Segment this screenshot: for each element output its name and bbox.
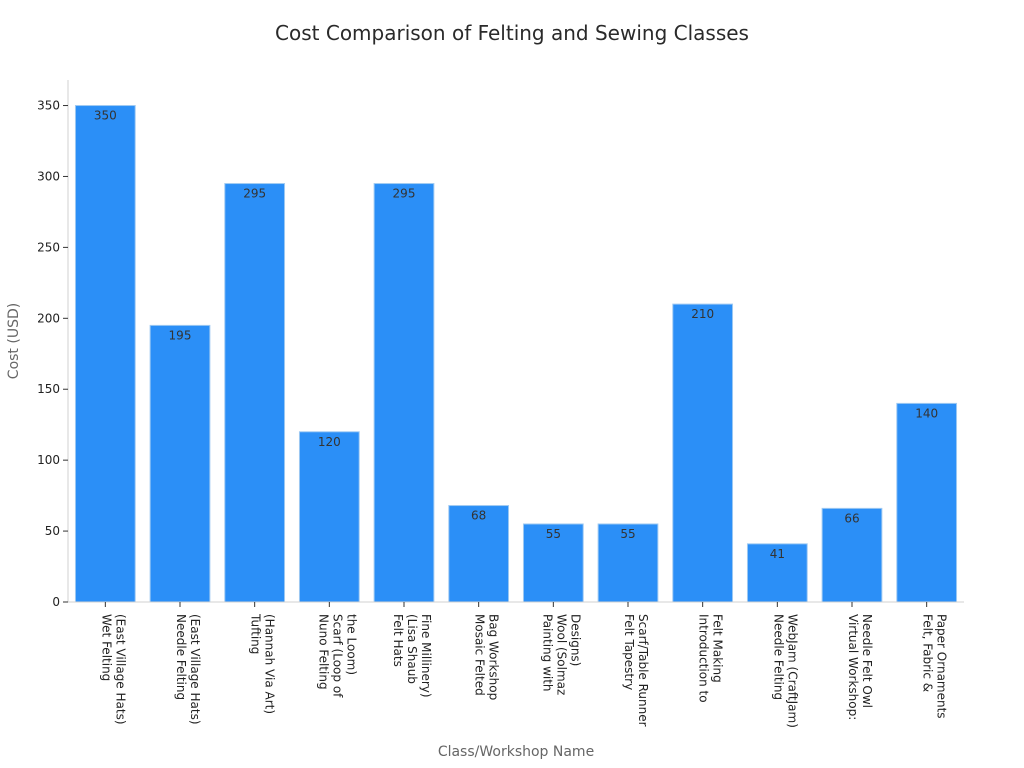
x-tick-label: Needle Felting(East Village Hats) <box>174 614 202 725</box>
category-label: Needle Felting(East Village Hats) <box>174 614 202 725</box>
x-tick-label: Nuno FeltingScarf (Loop ofthe Loom) <box>316 614 358 698</box>
category-label: Needle FeltingWebJam (CraftJam) <box>771 614 799 728</box>
bars-group <box>74 105 958 603</box>
bar-value-label: 55 <box>620 527 635 541</box>
category-label-line: Wool (Solmaz <box>554 614 568 695</box>
bar <box>373 183 435 603</box>
category-label-line: Introduction to <box>697 614 711 703</box>
category-label: Tufting(Hannah Via Art) <box>249 613 277 714</box>
category-label-line: Scarf/Table Runner <box>636 614 650 727</box>
category-label: Felt Hats(Lisa ShaubFine Millinery) <box>391 614 433 698</box>
category-label-line: Wet Felting <box>99 614 113 681</box>
x-axis-title: Class/Workshop Name <box>438 744 594 760</box>
x-tick-label: Tufting(Hannah Via Art) <box>249 613 277 714</box>
category-label-line: Felt Making <box>711 614 725 683</box>
x-tick-label: Introduction toFelt Making <box>697 614 725 703</box>
bar-value-label: 41 <box>770 547 785 561</box>
y-tick-label: 300 <box>37 169 60 183</box>
y-tick-label: 350 <box>37 99 60 113</box>
bar <box>672 303 734 603</box>
category-label-line: Fine Millinery) <box>419 614 433 698</box>
category-label-line: Needle Felting <box>771 614 785 700</box>
category-label: Painting withWool (SolmazDesigns) <box>540 614 582 695</box>
category-label-line: Felt Hats <box>391 614 405 667</box>
category-label-line: Paper Ornaments <box>935 614 949 719</box>
bar <box>896 402 958 603</box>
category-label: Virtual Workshop:Needle Felt Owl <box>846 614 874 720</box>
bar-value-label: 195 <box>169 328 192 342</box>
bar <box>298 431 360 603</box>
bar <box>746 543 808 603</box>
y-tick-label: 0 <box>52 595 60 609</box>
bar-value-label: 295 <box>243 187 266 201</box>
category-label-line: Designs) <box>568 614 582 666</box>
category-label-line: Needle Felting <box>174 614 188 700</box>
category-label-line: Felt, Fabric & <box>921 614 935 692</box>
category-label-line: Virtual Workshop: <box>846 614 860 720</box>
category-label: Felt, Fabric &Paper Ornaments <box>921 614 949 719</box>
category-label: Mosaic FeltedBag Workshop <box>473 614 501 700</box>
category-label-line: Mosaic Felted <box>473 614 487 696</box>
bar <box>821 507 883 603</box>
x-tick-label: Painting withWool (SolmazDesigns) <box>540 614 582 695</box>
bar-value-label: 66 <box>844 511 859 525</box>
bar-value-label: 55 <box>546 527 561 541</box>
bar <box>74 105 136 603</box>
x-tick-label: Mosaic FeltedBag Workshop <box>473 614 501 700</box>
x-tick-label: Virtual Workshop:Needle Felt Owl <box>846 614 874 720</box>
category-label-line: Needle Felt Owl <box>860 614 874 708</box>
bar-value-label: 210 <box>691 307 714 321</box>
category-label-line: Tufting <box>249 613 263 654</box>
category-label: Nuno FeltingScarf (Loop ofthe Loom) <box>316 614 358 698</box>
bar-value-label: 140 <box>915 406 938 420</box>
category-label-line: (East Village Hats) <box>188 614 202 725</box>
category-label-line: (Lisa Shaub <box>405 614 419 684</box>
category-label-line: Scarf (Loop of <box>330 614 344 698</box>
y-axis-title: Cost (USD) <box>6 303 22 379</box>
y-axis-ticks: 0 50 100 150 200 250 300 350 <box>37 99 68 609</box>
y-tick-label: 200 <box>37 311 60 325</box>
y-tick-label: 100 <box>37 453 60 467</box>
bar-value-label: 295 <box>393 187 416 201</box>
x-tick-label: Felt, Fabric &Paper Ornaments <box>921 614 949 719</box>
y-tick-label: 50 <box>45 524 60 538</box>
x-tick-label: Wet Felting(East Village Hats) <box>99 614 127 725</box>
category-label-line: Felt Tapestry <box>622 614 636 690</box>
chart-title: Cost Comparison of Felting and Sewing Cl… <box>275 21 749 45</box>
category-label: Felt TapestryScarf/Table Runner <box>622 614 650 727</box>
category-label-line: WebJam (CraftJam) <box>785 614 799 728</box>
category-label: Wet Felting(East Village Hats) <box>99 614 127 725</box>
category-label-line: Painting with <box>540 614 554 692</box>
x-tick-label: Felt Hats(Lisa ShaubFine Millinery) <box>391 614 433 698</box>
bar <box>149 324 211 603</box>
data-labels-group: 350 195 295 120 295 68 55 55 210 41 66 140 <box>94 109 938 561</box>
category-label-line: Bag Workshop <box>487 614 501 700</box>
bar <box>224 183 286 603</box>
category-label-line: Nuno Felting <box>316 614 330 690</box>
bar-value-label: 350 <box>94 109 117 123</box>
x-axis-ticks: Wet Felting(East Village Hats) Needle Fel… <box>99 602 949 728</box>
bar-value-label: 120 <box>318 435 341 449</box>
category-label: Introduction toFelt Making <box>697 614 725 703</box>
category-label-line: (Hannah Via Art) <box>263 614 277 714</box>
y-tick-label: 150 <box>37 382 60 396</box>
x-tick-label: Felt TapestryScarf/Table Runner <box>622 614 650 727</box>
bar-value-label: 68 <box>471 509 486 523</box>
category-label-line: the Loom) <box>344 614 358 675</box>
y-tick-label: 250 <box>37 240 60 254</box>
category-label-line: (East Village Hats) <box>113 614 127 725</box>
bar <box>597 523 659 603</box>
x-tick-label: Needle FeltingWebJam (CraftJam) <box>771 614 799 728</box>
bar <box>448 505 510 603</box>
bar <box>522 523 584 603</box>
